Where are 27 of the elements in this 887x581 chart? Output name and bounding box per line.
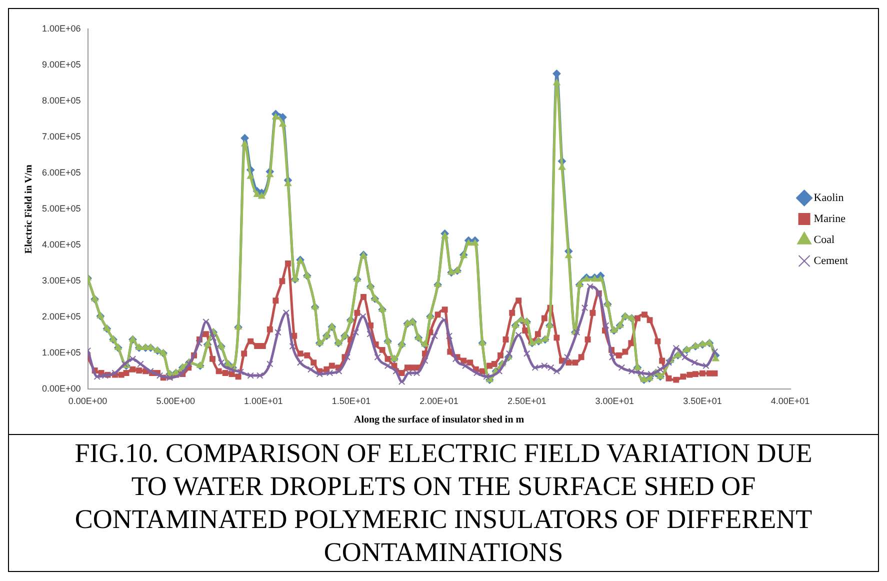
- text: FIG.10. COMPARISON OF ELECTRIC FIELD VARIATION DUE TO WATER DROPLETS ON THE SURFACE SHED OF CONTAMINATED POLYMERIC INSULATORS OF DIFFERENT CONTAMINATIONS: [9, 434, 878, 571]
- legend-label: Coal: [814, 234, 835, 246]
- y-tick-label: 9.00E+05: [42, 60, 81, 70]
- legend-label: Marine: [814, 212, 846, 225]
- y-tick-label: 0.00E+00: [42, 384, 81, 394]
- x-tick-label: 0.00E+00: [68, 396, 108, 406]
- x-tick-label: 1.50E+01: [332, 396, 371, 406]
- y-tick-label: 1.00E+06: [42, 23, 81, 34]
- y-tick-label: 5.00E+05: [42, 204, 81, 214]
- x-tick-label: 5.00E+00: [156, 396, 195, 406]
- x-tick-label: 2.00E+01: [420, 396, 458, 406]
- legend-label: Kaolin: [814, 192, 844, 204]
- y-tick-label: 2.00E+05: [42, 312, 81, 322]
- y-tick-label: 6.00E+05: [42, 168, 81, 178]
- y-tick-label: 8.00E+05: [42, 96, 81, 106]
- x-tick-label: 1.00E+01: [244, 396, 283, 406]
- y-tick-label: 7.00E+05: [42, 132, 81, 142]
- x-tick-label: 2.50E+01: [507, 396, 546, 406]
- y-axis-title: Electric Field in V/m: [24, 164, 35, 254]
- x-tick-label: 3.00E+01: [595, 396, 634, 406]
- y-tick-label: 3.00E+05: [42, 276, 81, 286]
- x-axis-title: Along the surface of insulator shed in m: [354, 414, 525, 426]
- x-tick-label: 4.00E+01: [770, 396, 810, 406]
- x-tick-label: 3.50E+01: [683, 396, 722, 406]
- y-tick-label: 1.00E+05: [42, 348, 81, 358]
- legend-label: Cement: [814, 254, 848, 267]
- y-tick-label: 4.00E+05: [42, 240, 81, 250]
